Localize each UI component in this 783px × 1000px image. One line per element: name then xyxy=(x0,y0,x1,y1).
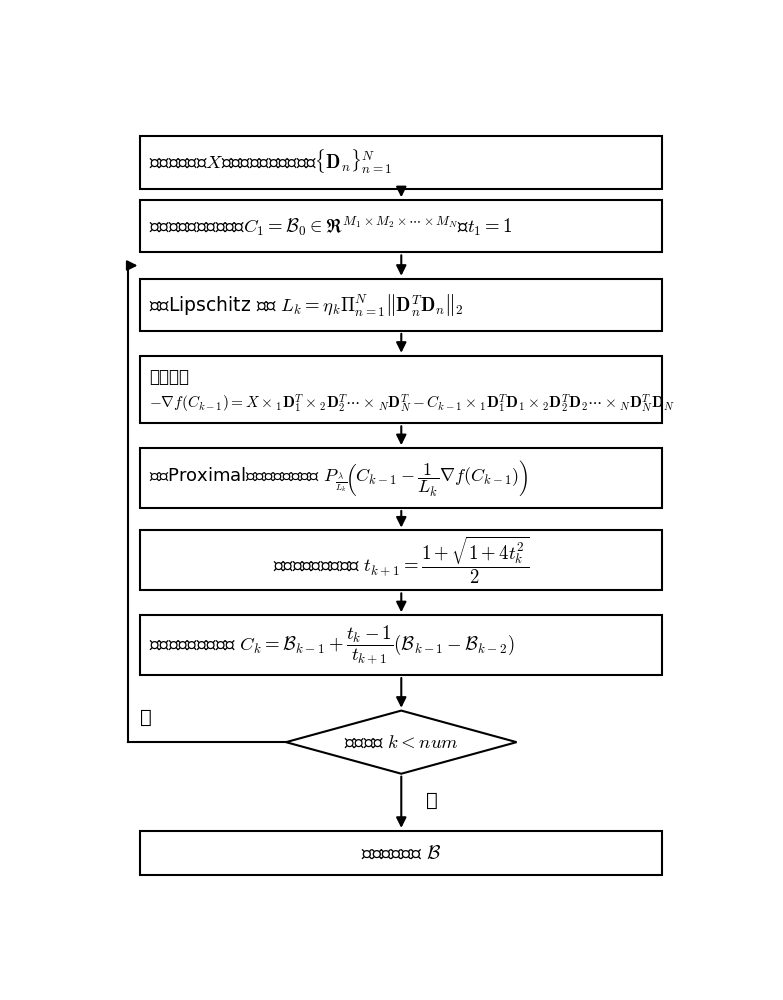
FancyBboxPatch shape xyxy=(140,831,662,875)
Text: 初始化，设置稀疏系数$C_1=\mathcal{B}_0\in\mathfrak{R}^{M_1\times M_2\times\cdots\times M_N: 初始化，设置稀疏系数$C_1=\mathcal{B}_0\in\mathfrak… xyxy=(150,214,513,238)
FancyBboxPatch shape xyxy=(140,448,662,508)
Text: 计算迭代步长，其中 $t_{k+1}=\dfrac{1+\sqrt{1+4t_k^2}}{2}$: 计算迭代步长，其中 $t_{k+1}=\dfrac{1+\sqrt{1+4t_k… xyxy=(273,534,529,586)
FancyBboxPatch shape xyxy=(140,530,662,590)
Polygon shape xyxy=(286,711,517,774)
Text: 计算Lipschitz 常数 $L_k=\eta_k\Pi_{n=1}^{N}\left\|\mathbf{D}_n^T\mathbf{D}_n\right\|: 计算Lipschitz 常数 $L_k=\eta_k\Pi_{n=1}^{N}\… xyxy=(150,292,464,318)
Text: 计算梯度: 计算梯度 xyxy=(150,368,189,386)
Text: 否: 否 xyxy=(426,791,438,810)
Text: 输出稀疏系数 $\mathcal{B}$: 输出稀疏系数 $\mathcal{B}$ xyxy=(361,844,442,863)
Text: 是: 是 xyxy=(140,708,152,727)
Text: 输入张量信号$\mathit{X}$，已知各个方向的字典$\{\mathbf{D}_n\}_{n=1}^{N}$: 输入张量信号$\mathit{X}$，已知各个方向的字典$\{\mathbf{D… xyxy=(150,148,392,176)
Text: 利用Proximal算子求解稀疏系数 $P_{\frac{\lambda}{L_k}}\!\left(C_{k-1}-\dfrac{1}{L_k}\nabla : 利用Proximal算子求解稀疏系数 $P_{\frac{\lambda}{L_… xyxy=(150,458,529,498)
Text: 迭代次数 $k<\mathit{num}$: 迭代次数 $k<\mathit{num}$ xyxy=(344,733,459,752)
FancyBboxPatch shape xyxy=(140,615,662,675)
Text: 更新最近邻稀疏系数 $C_k=\mathcal{B}_{k-1}+\dfrac{t_k-1}{t_{k+1}}(\mathcal{B}_{k-1}-\mathc: 更新最近邻稀疏系数 $C_k=\mathcal{B}_{k-1}+\dfrac{… xyxy=(150,624,515,666)
Text: $-\nabla f(C_{k-1})=\mathit{X}\times_1\mathbf{D}_1^T\times_2\mathbf{D}_2^T\cdots: $-\nabla f(C_{k-1})=\mathit{X}\times_1\m… xyxy=(150,393,676,415)
FancyBboxPatch shape xyxy=(140,279,662,331)
FancyBboxPatch shape xyxy=(140,136,662,189)
FancyBboxPatch shape xyxy=(140,200,662,252)
FancyBboxPatch shape xyxy=(140,356,662,423)
